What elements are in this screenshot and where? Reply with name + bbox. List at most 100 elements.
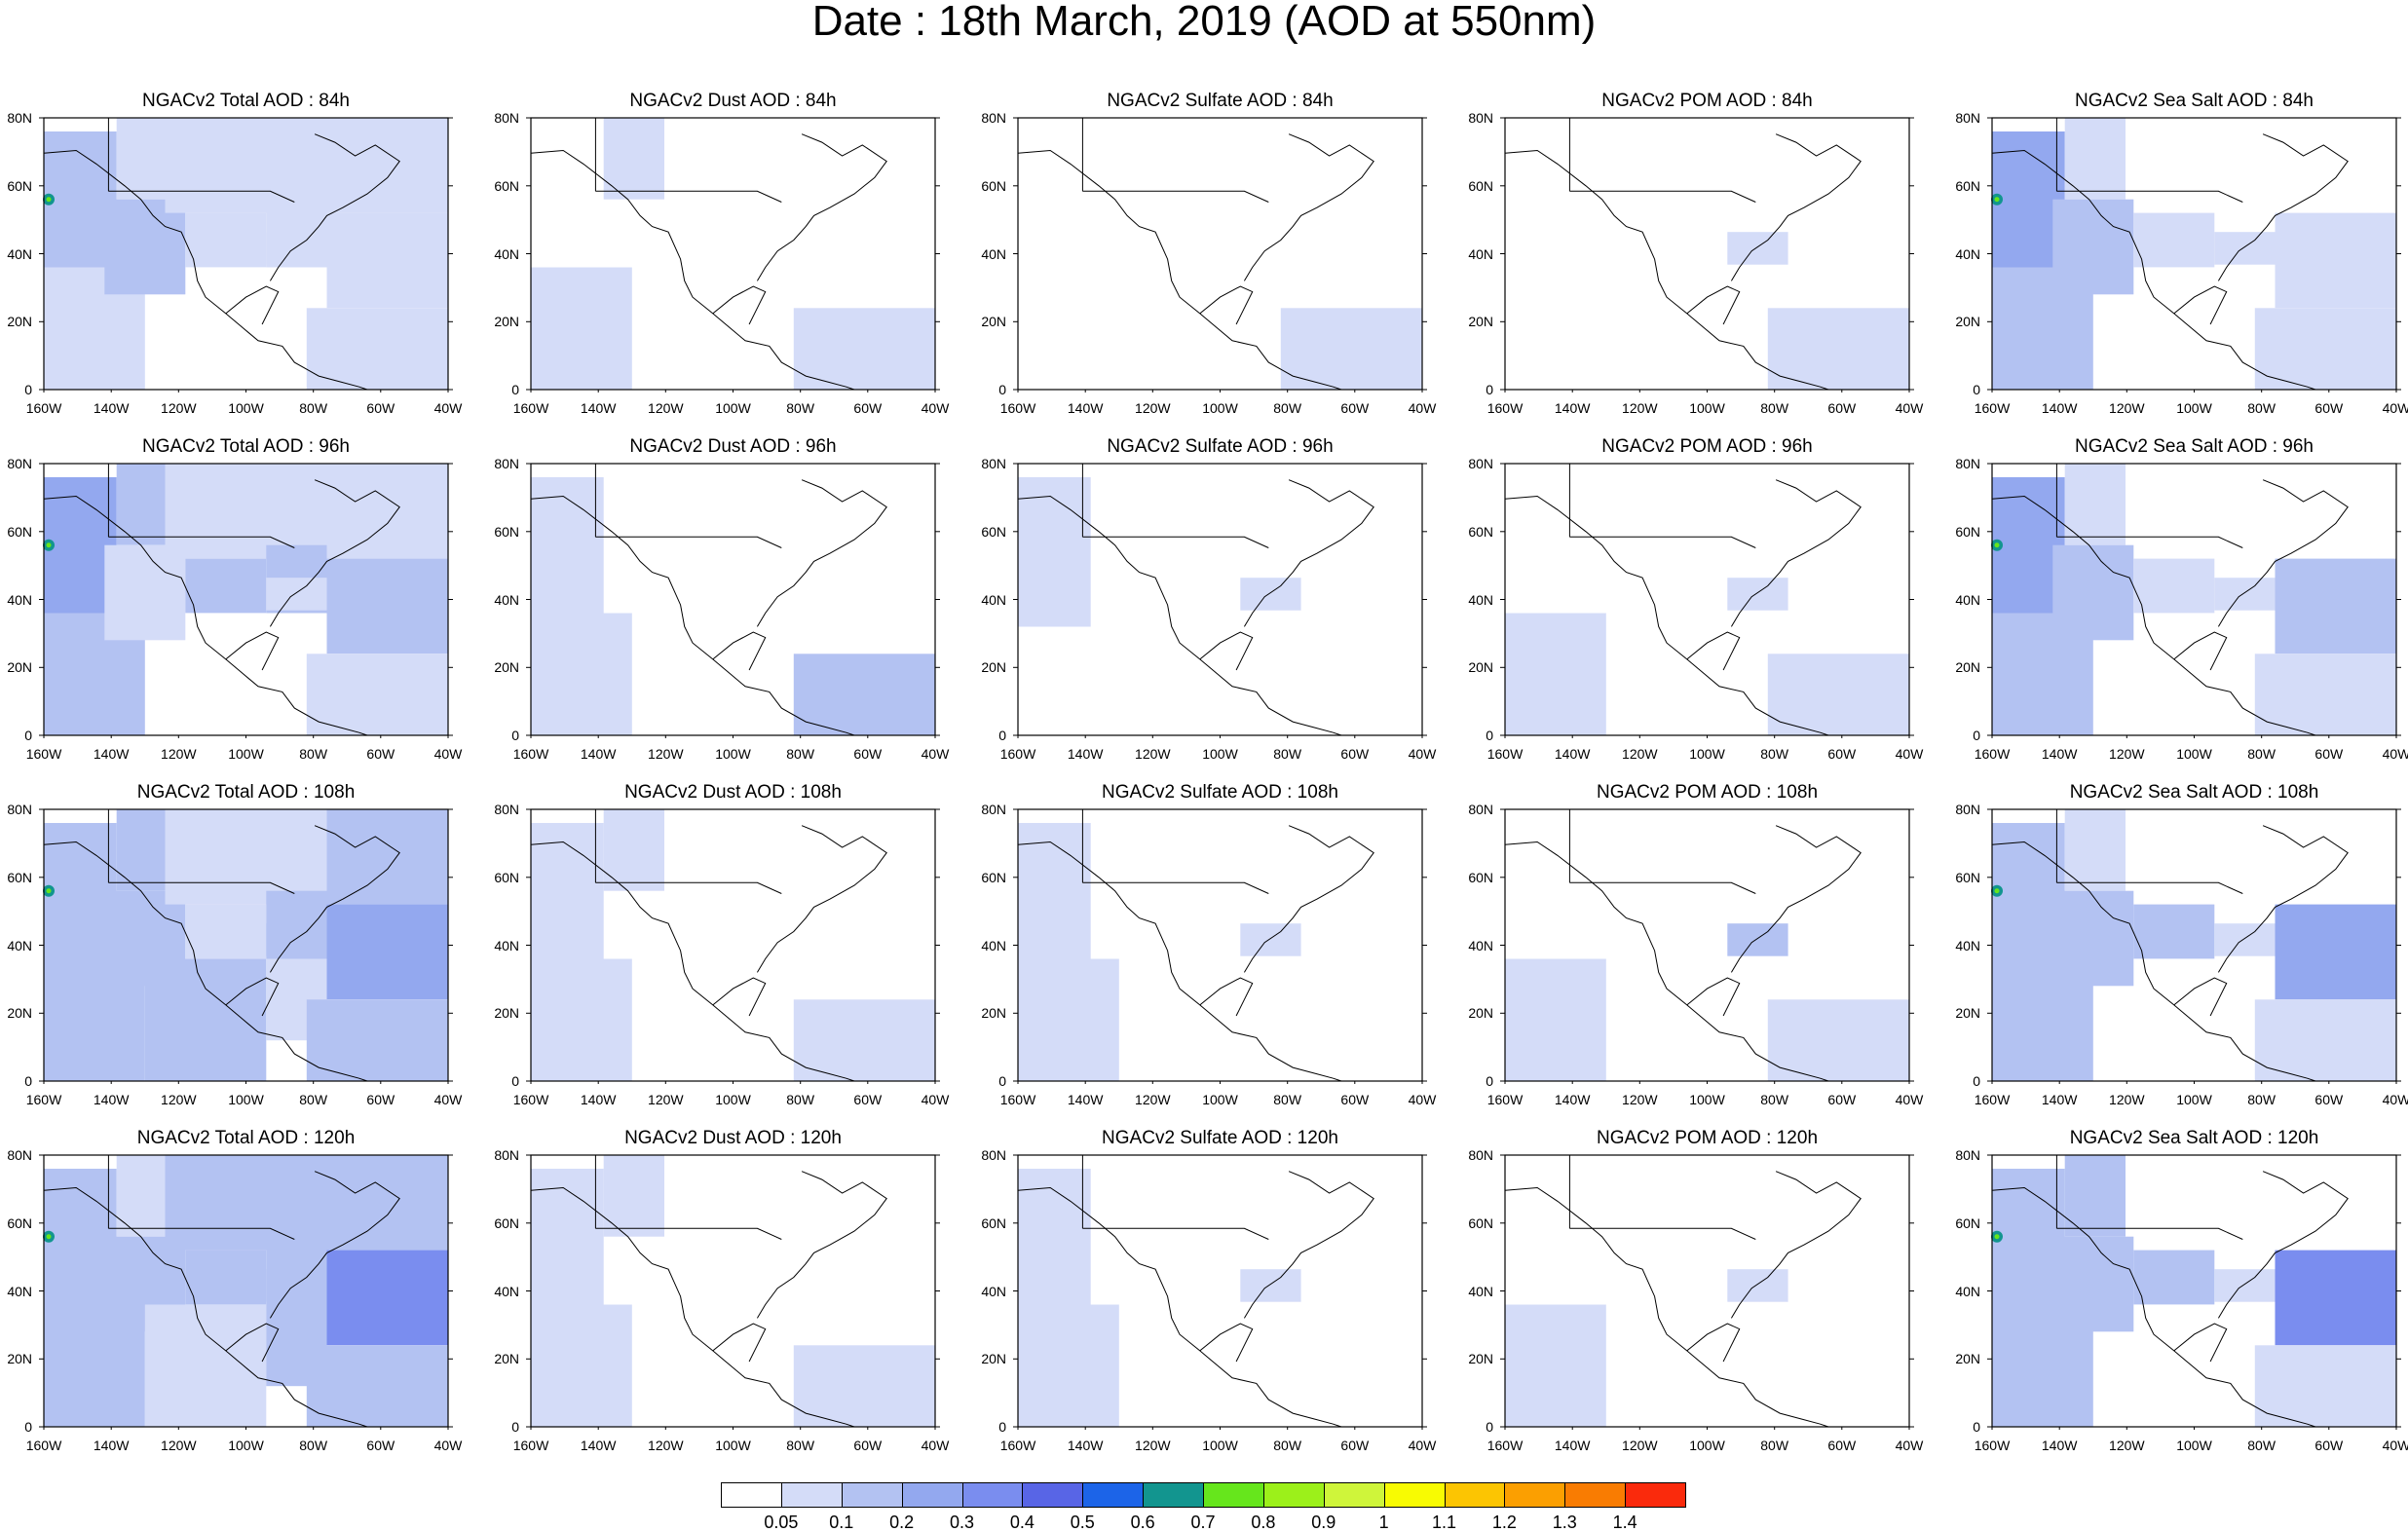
- panel-title: NGACv2 Dust AOD : 84h: [629, 91, 837, 111]
- aod-region: [266, 578, 327, 611]
- lon-tick-label: 140W: [1554, 400, 1591, 416]
- lon-tick-label: 160W: [999, 400, 1036, 416]
- aod-region: [531, 267, 632, 390]
- aod-colorbar: [721, 1482, 1686, 1508]
- colorbar-swatch: [841, 1482, 903, 1508]
- lat-tick-label: 60N: [494, 869, 519, 885]
- lon-tick-label: 160W: [25, 1438, 62, 1453]
- lon-tick-label: 40W: [1408, 400, 1437, 416]
- lat-tick-label: 0: [998, 382, 1006, 397]
- lat-tick-label: 80N: [494, 456, 519, 471]
- aod-region: [1018, 958, 1119, 1081]
- lon-tick-label: 40W: [1895, 1092, 1924, 1107]
- coastline: [595, 881, 782, 894]
- lon-tick-label: 40W: [433, 1092, 463, 1107]
- lat-tick-label: 40N: [1468, 937, 1493, 953]
- lon-tick-label: 80W: [2247, 1092, 2276, 1107]
- lon-tick-label: 160W: [1974, 1438, 2011, 1453]
- aod-region: [2254, 654, 2397, 735]
- lat-tick-label: 60N: [1955, 869, 1980, 885]
- lon-tick-label: 120W: [161, 1092, 197, 1107]
- lon-tick-label: 120W: [1622, 400, 1658, 416]
- colorbar-label: 1.3: [1552, 1513, 1577, 1532]
- lon-tick-label: 120W: [648, 400, 684, 416]
- aod-region: [44, 823, 117, 973]
- lon-tick-label: 80W: [786, 1438, 815, 1453]
- lon-tick-label: 80W: [299, 746, 328, 762]
- lon-tick-label: 140W: [93, 1438, 130, 1453]
- lon-tick-label: 100W: [1689, 746, 1725, 762]
- coastline: [1730, 479, 1862, 627]
- lon-tick-label: 80W: [2247, 400, 2276, 416]
- lon-tick-label: 140W: [1554, 1438, 1591, 1453]
- aod-region: [306, 308, 449, 390]
- lon-tick-label: 100W: [1202, 1438, 1238, 1453]
- lon-tick-label: 120W: [648, 746, 684, 762]
- lat-tick-label: 60N: [981, 523, 1006, 540]
- coastline: [1730, 825, 1862, 973]
- aod-region: [2052, 1236, 2134, 1332]
- aod-region: [2214, 1269, 2276, 1302]
- aod-region: [2214, 923, 2276, 956]
- lon-tick-label: 60W: [366, 1092, 395, 1107]
- aod-region: [2064, 1155, 2126, 1237]
- lat-tick-label: 0: [24, 1073, 32, 1089]
- panel-title: NGACv2 Dust AOD : 120h: [624, 1128, 842, 1148]
- lat-tick-label: 0: [1486, 1419, 1493, 1435]
- lon-tick-label: 160W: [512, 1438, 549, 1453]
- aod-region: [2133, 904, 2215, 959]
- colorbar-swatch: [1082, 1482, 1145, 1508]
- aod-region: [2254, 308, 2397, 390]
- lat-tick-label: 0: [998, 1419, 1006, 1435]
- aod-region: [1992, 1169, 2065, 1319]
- aod-region: [1240, 578, 1301, 611]
- aod-region: [326, 212, 448, 309]
- aod-region: [185, 212, 267, 268]
- lat-tick-label: 0: [1973, 1073, 1980, 1089]
- colorbar-label: 0.7: [1190, 1513, 1216, 1532]
- aod-map: [1500, 808, 1914, 1084]
- lon-tick-label: 40W: [2382, 400, 2408, 416]
- coastline: [2173, 631, 2228, 671]
- panel-title: NGACv2 POM AOD : 96h: [1601, 436, 1813, 457]
- aod-region: [1018, 823, 1091, 973]
- lon-tick-label: 120W: [2109, 1092, 2145, 1107]
- lon-tick-label: 80W: [786, 1092, 815, 1107]
- coastline: [1730, 133, 1862, 281]
- coastline: [108, 190, 295, 203]
- colorbar-swatch: [1022, 1482, 1084, 1508]
- lon-tick-label: 160W: [512, 400, 549, 416]
- lon-tick-label: 100W: [2176, 400, 2212, 416]
- lon-tick-label: 120W: [161, 1438, 197, 1453]
- lon-tick-label: 160W: [512, 1092, 549, 1107]
- aod-region: [326, 464, 448, 559]
- lon-tick-label: 100W: [1689, 1092, 1725, 1107]
- aod-region: [1992, 131, 2065, 281]
- lon-tick-label: 160W: [25, 400, 62, 416]
- aod-region: [531, 823, 604, 973]
- aod-region: [2052, 199, 2134, 295]
- coastline: [1082, 1227, 1269, 1240]
- lon-tick-label: 140W: [2041, 400, 2078, 416]
- aod-region: [2064, 118, 2126, 200]
- coastline: [108, 881, 295, 894]
- aod-region: [326, 1250, 448, 1346]
- lon-tick-label: 40W: [1408, 1092, 1437, 1107]
- lon-tick-label: 120W: [1622, 1438, 1658, 1453]
- coastline: [2173, 977, 2228, 1017]
- lon-tick-label: 160W: [1486, 1438, 1524, 1453]
- aod-region: [1240, 923, 1301, 956]
- lat-tick-label: 80N: [7, 1147, 32, 1163]
- aod-region: [603, 809, 664, 891]
- lon-tick-label: 60W: [2314, 1438, 2344, 1453]
- aod-region: [144, 1304, 267, 1427]
- lon-tick-label: 140W: [2041, 746, 2078, 762]
- lat-tick-label: 20N: [7, 1005, 32, 1022]
- lon-tick-label: 140W: [1554, 746, 1591, 762]
- lon-tick-label: 140W: [93, 746, 130, 762]
- lon-tick-label: 80W: [1273, 400, 1302, 416]
- coastline: [756, 133, 887, 281]
- lon-tick-label: 160W: [25, 1092, 62, 1107]
- coastline: [1569, 881, 1756, 894]
- coastline: [269, 1171, 400, 1319]
